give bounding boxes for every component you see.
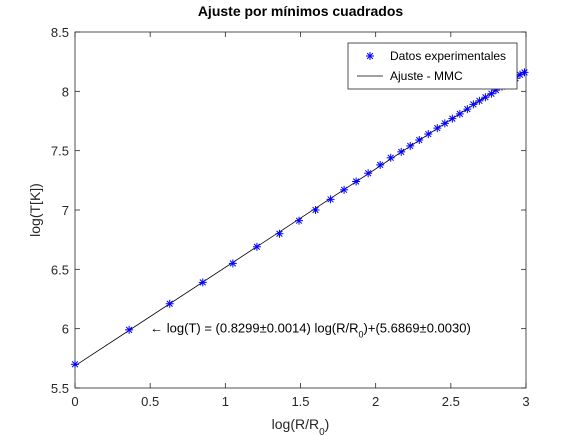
x-axis-label-sub: 0 — [319, 427, 325, 436]
y-tick-label: 7.5 — [51, 144, 69, 159]
x-tick-label: 3 — [522, 394, 529, 409]
annotation-sub: 0 — [359, 330, 364, 340]
legend-marker-asterisk — [366, 52, 374, 60]
data-point — [125, 325, 134, 334]
y-axis: 5.5 6 6.5 7 7.5 8 8.5 — [51, 25, 526, 396]
data-point — [455, 109, 464, 118]
legend: Datos experimentales Ajuste - MMC — [347, 42, 518, 90]
x-axis-label: log(R/R0) — [272, 416, 330, 436]
legend-label-datos: Datos experimentales — [390, 49, 506, 63]
data-point — [198, 278, 207, 287]
x-tick-label: 0 — [71, 394, 78, 409]
data-point — [406, 141, 415, 150]
fit-equation-annotation: ← log(T) = (0.8299±0.0014) log(R/R0)+(5.… — [150, 321, 471, 340]
data-point — [326, 195, 335, 204]
data-point — [448, 114, 457, 123]
x-tick-label: 2.5 — [442, 394, 460, 409]
x-axis: 0 0.5 1 1.5 2 2.5 3 — [71, 32, 530, 409]
data-point — [294, 216, 303, 225]
chart-title: Ajuste por mínimos cuadrados — [198, 3, 404, 19]
data-point — [463, 105, 472, 114]
y-axis-label: log(T[K]) — [27, 183, 43, 237]
y-tick-label: 8.5 — [51, 25, 69, 40]
x-axis-label-end: ) — [325, 416, 330, 432]
plot-area — [74, 31, 527, 389]
y-tick-label: 7 — [62, 203, 69, 218]
data-point — [340, 185, 349, 194]
data-point — [71, 360, 79, 369]
x-axis-label-main: log(R/R — [272, 416, 319, 432]
data-point — [487, 89, 496, 98]
data-point — [520, 68, 529, 77]
data-point — [481, 93, 490, 102]
legend-asterisk-icon — [366, 52, 374, 60]
data-point — [424, 130, 433, 139]
data-point — [440, 119, 449, 128]
x-tick-label: 0.5 — [141, 394, 159, 409]
annotation-end: )+(5.6869±0.0030) — [364, 321, 471, 336]
y-tick-label: 6.5 — [51, 262, 69, 277]
data-point — [397, 147, 406, 156]
data-point — [228, 259, 237, 268]
data-point — [475, 96, 484, 105]
data-point — [252, 242, 261, 251]
data-point — [376, 160, 385, 169]
data-point — [311, 206, 320, 214]
legend-label-ajuste: Ajuste - MMC — [390, 69, 463, 83]
y-tick-label: 5.5 — [51, 381, 69, 396]
y-tick-label: 8 — [62, 84, 69, 99]
x-tick-label: 1.5 — [291, 394, 309, 409]
data-point — [433, 124, 442, 133]
data-point — [386, 153, 395, 162]
x-tick-label: 2 — [372, 394, 379, 409]
legend-box — [347, 42, 518, 90]
data-point — [364, 169, 373, 178]
y-tick-label: 6 — [62, 322, 69, 337]
annotation-main: ← log(T) = (0.8299±0.0014) log(R/R — [150, 321, 358, 336]
data-point — [352, 177, 361, 186]
x-tick-label: 1 — [222, 394, 229, 409]
data-point — [415, 135, 424, 144]
data-point — [165, 299, 174, 308]
data-point — [275, 229, 284, 238]
data-point — [469, 100, 478, 109]
